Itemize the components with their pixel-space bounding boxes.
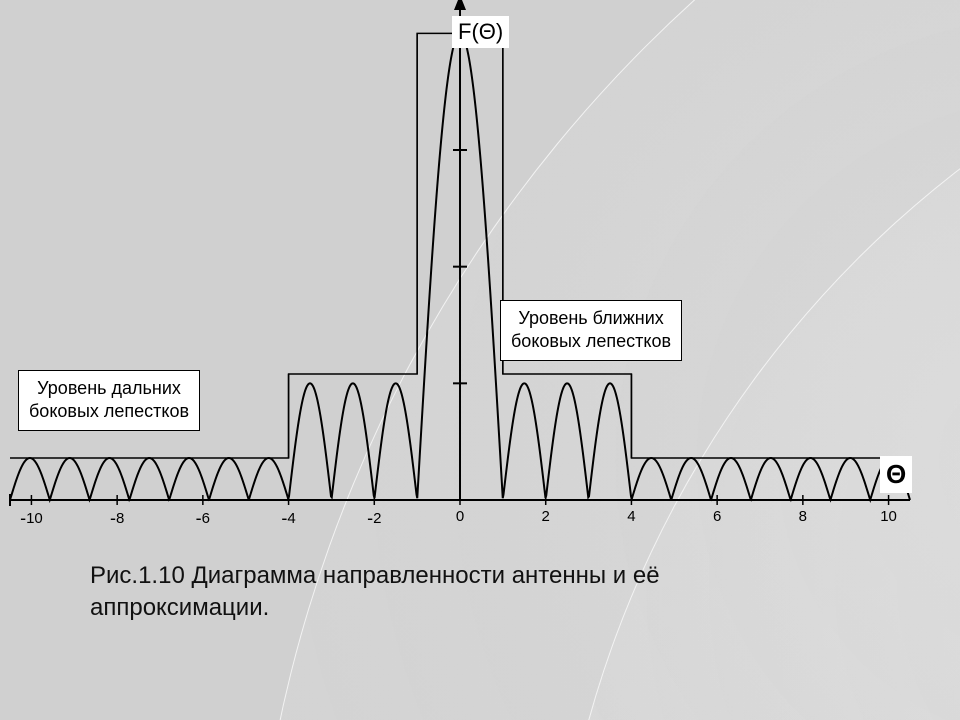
label-near-sidelobes: Уровень ближнихбоковых лепестков <box>500 300 682 361</box>
x-tick-label: 6 <box>713 508 721 525</box>
label-far-text: Уровень дальнихбоковых лепестков <box>29 378 189 421</box>
x-tick-label: 10 <box>880 508 897 525</box>
x-axis-label: Θ <box>880 456 912 493</box>
diagram-stage: F(Θ) Θ Уровень дальнихбоковых лепестков … <box>0 0 960 720</box>
x-tick-label: 2 <box>542 508 550 525</box>
x-tick-label: -10 <box>20 508 43 529</box>
x-tick-label: -8 <box>110 508 124 529</box>
x-tick-label: -6 <box>196 508 210 529</box>
label-far-sidelobes: Уровень дальнихбоковых лепестков <box>18 370 200 431</box>
figure-caption: Рис.1.10 Диаграмма направленности антенн… <box>90 560 830 625</box>
x-tick-label: 8 <box>799 508 807 525</box>
x-tick-label: -2 <box>367 508 381 529</box>
y-axis-label: F(Θ) <box>452 16 509 48</box>
x-tick-label: 4 <box>627 508 635 525</box>
x-tick-label: -4 <box>281 508 295 529</box>
x-tick-label: 0 <box>456 508 464 525</box>
label-near-text: Уровень ближнихбоковых лепестков <box>511 308 671 351</box>
